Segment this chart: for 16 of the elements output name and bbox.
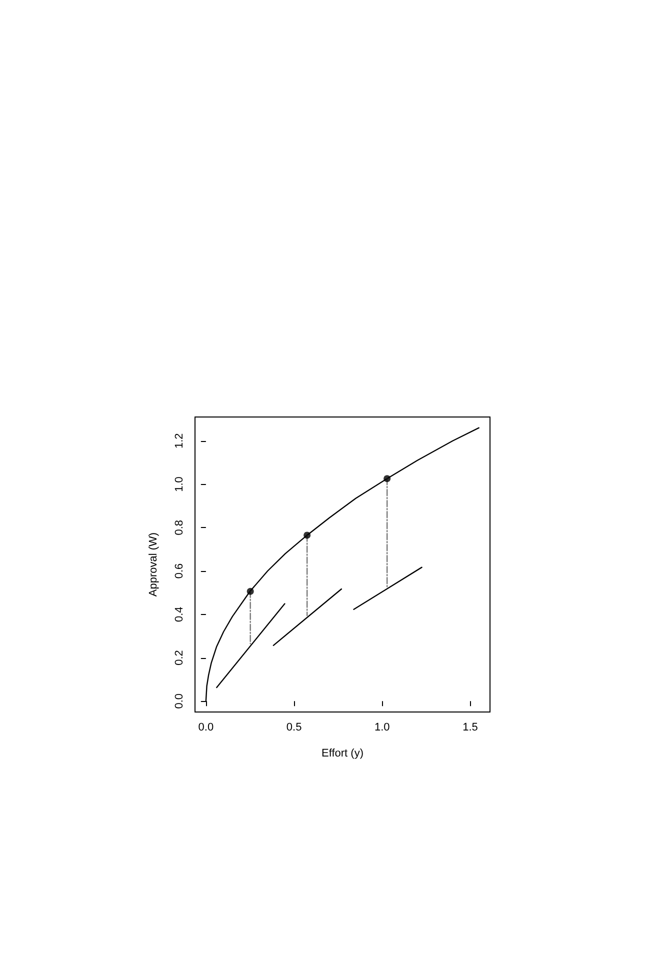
y-axis-title: Approval (W) [148, 532, 160, 597]
x-tick-label: 0.5 [286, 722, 302, 734]
y-tick-label: 1.0 [174, 476, 186, 492]
x-axis-title: Effort (y) [322, 748, 364, 760]
y-tick-label: 0.0 [174, 694, 186, 709]
y-tick-label: 0.8 [174, 520, 186, 536]
y-tick-label: 0.6 [174, 563, 186, 579]
y-tick-label: 0.4 [174, 606, 186, 622]
x-tick-label: 1.5 [462, 722, 478, 734]
y-tick-label: 1.2 [174, 433, 186, 449]
point [246, 588, 254, 595]
point [304, 532, 311, 539]
x-tick-label: 1.0 [374, 722, 390, 734]
point [384, 475, 391, 482]
x-tick-label: 0.0 [198, 722, 214, 734]
y-tick-label: 0.2 [174, 650, 186, 666]
